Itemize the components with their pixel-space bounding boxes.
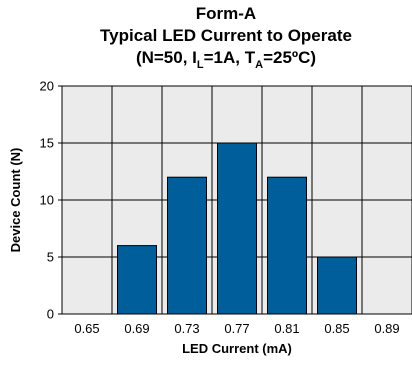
x-axis-label: LED Current (mA) <box>182 341 292 356</box>
bar-0.69 <box>117 245 157 315</box>
x-tick-label: 0.89 <box>374 321 399 336</box>
y-tick-label: 5 <box>47 250 54 265</box>
title-prefix: (N=50, I <box>135 48 197 67</box>
y-tick-label: 20 <box>40 79 54 94</box>
title-suffix: =25ºC) <box>263 48 317 67</box>
x-axis-ticks: 0.65 0.69 0.73 0.77 0.81 0.85 0.89 <box>74 321 399 336</box>
y-axis-ticks: 0 5 10 15 20 <box>40 79 62 322</box>
x-tick-label: 0.85 <box>324 321 349 336</box>
chart-title-line-1: Form-A <box>195 4 257 23</box>
bar-0.73 <box>167 176 207 315</box>
y-axis-label: Device Count (N) <box>8 148 23 253</box>
bars <box>117 142 357 315</box>
y-tick-label: 10 <box>40 193 54 208</box>
title-mid: =1A, T <box>203 48 256 67</box>
x-tick-label: 0.81 <box>274 321 299 336</box>
y-tick-label: 0 <box>47 307 54 322</box>
title-subscript-a: A <box>255 59 264 71</box>
y-tick-label: 15 <box>40 136 54 151</box>
title-subscript-l: L <box>196 59 204 71</box>
bar-0.77 <box>217 142 257 315</box>
chart-title-line-2: Typical LED Current to Operate <box>100 26 352 45</box>
chart-title-line-3: (N=50, IL=1A, TA=25ºC) <box>40 48 412 71</box>
bar-0.81 <box>267 176 307 315</box>
bar-0.85 <box>317 256 357 315</box>
x-tick-label: 0.77 <box>224 321 249 336</box>
x-tick-label: 0.69 <box>124 321 149 336</box>
x-tick-label: 0.65 <box>74 321 99 336</box>
x-tick-label: 0.73 <box>174 321 199 336</box>
